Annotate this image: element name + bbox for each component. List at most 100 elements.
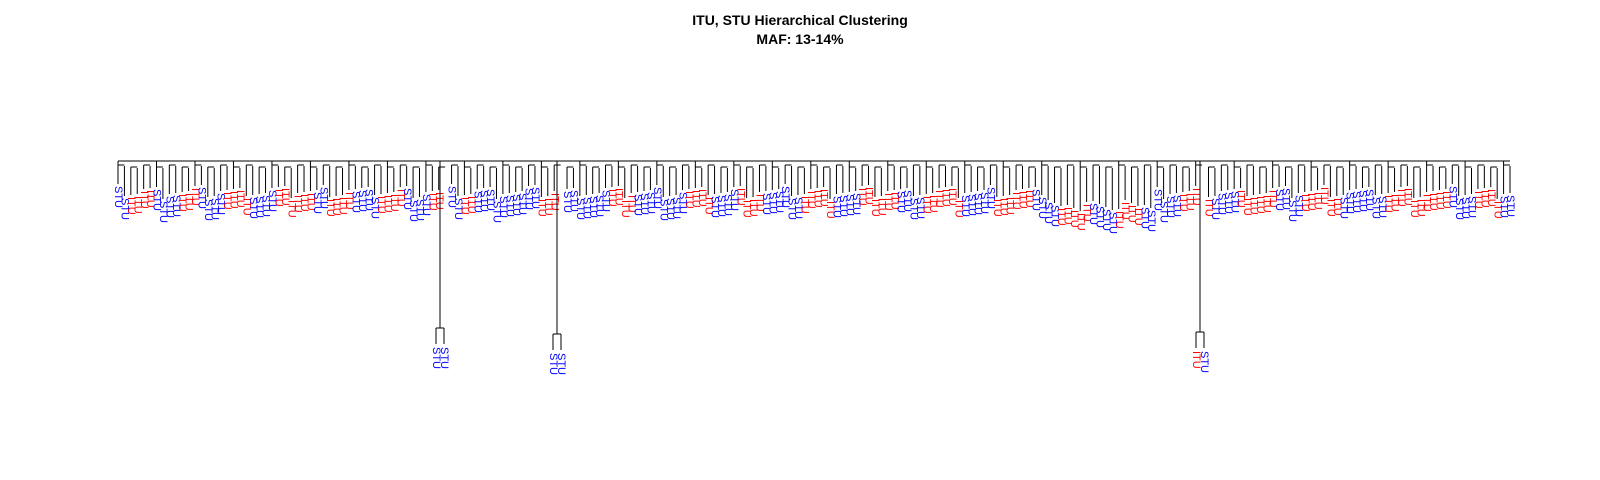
leaf-label: STU: [1222, 192, 1234, 214]
leaf-label: ITU: [465, 196, 477, 214]
leaf-label: ITU: [1389, 194, 1401, 212]
leaf-label: STU: [555, 353, 567, 375]
leaf-label: ITU: [1113, 211, 1125, 229]
leaf-label: ITU: [292, 195, 304, 213]
leaf-label: STU: [972, 193, 984, 215]
leaf-label: ITU: [946, 188, 958, 206]
leaf-label: STU: [401, 188, 413, 210]
leaf-label: ITU: [991, 199, 1003, 217]
leaf-label: ITU: [1004, 197, 1016, 215]
leaf-label: STU: [215, 193, 227, 215]
leaf-label: ITU: [433, 192, 445, 210]
leaf-label: ITU: [337, 197, 349, 215]
leaf-label: ITU: [382, 195, 394, 213]
leaf-label: ITU: [863, 187, 875, 205]
leaf-label: STU: [547, 353, 559, 375]
leaf-label: STU: [163, 196, 175, 218]
leaf-label: ITU: [798, 196, 810, 214]
leaf-label: ITU: [305, 193, 317, 211]
leaf-label: STU: [438, 347, 450, 369]
leaf-label: STU: [1029, 189, 1041, 211]
leaf-label: STU: [766, 192, 778, 214]
leaf-label: STU: [568, 190, 580, 212]
leaf-label: STU: [908, 198, 920, 220]
leaf-label: STU: [657, 199, 669, 221]
leaf-label: ITU: [144, 190, 156, 208]
leaf-label: STU: [1158, 201, 1170, 223]
leaf-label: STU: [1145, 210, 1157, 232]
leaf-label: ITU: [1023, 190, 1035, 208]
leaf-label: ITU: [1119, 202, 1131, 220]
leaf-label: STU: [895, 191, 907, 213]
leaf-label: STU: [831, 196, 843, 218]
leaf-label: STU: [1498, 196, 1510, 218]
leaf-label: STU: [651, 187, 663, 209]
leaf-label: STU: [587, 196, 599, 218]
leaf-label: STU: [1106, 212, 1118, 234]
leaf-label: STU: [670, 197, 682, 219]
leaf-label: STU: [452, 198, 464, 220]
leaf-label: STU: [1049, 205, 1061, 227]
leaf-label: STU: [914, 197, 926, 219]
leaf-label: ITU: [272, 189, 284, 207]
leaf-label: STU: [779, 186, 791, 208]
leaf-label: ITU: [1177, 194, 1189, 212]
leaf-label: ITU: [805, 191, 817, 209]
leaf-label: STU: [709, 196, 721, 218]
leaf-label: ITU: [176, 194, 188, 212]
leaf-label: STU: [523, 188, 535, 210]
leaf-label: STU: [1357, 190, 1369, 212]
leaf-label: ITU: [1401, 188, 1413, 206]
leaf-label: STU: [170, 195, 182, 217]
leaf-label: ITU: [1427, 193, 1439, 211]
leaf-label: ITU: [612, 188, 624, 206]
leaf-label: ITU: [1235, 190, 1247, 208]
leaf-label: STU: [369, 197, 381, 219]
chart-title: ITU, STU Hierarchical Clustering: [692, 12, 908, 28]
leaf-label: STU: [593, 195, 605, 217]
leaf-label: ITU: [696, 189, 708, 207]
leaf-label: STU: [984, 187, 996, 209]
leaf-label: ITU: [1408, 200, 1420, 218]
leaf-label: ITU: [933, 190, 945, 208]
leaf-label: ITU: [856, 188, 868, 206]
leaf-label: STU: [317, 187, 329, 209]
leaf-label: STU: [247, 197, 259, 219]
leaf-label: ITU: [1068, 210, 1080, 228]
leaf-label: STU: [497, 196, 509, 218]
leaf-label: STU: [471, 191, 483, 213]
leaf-label: ITU: [683, 191, 695, 209]
leaf-label: STU: [1042, 202, 1054, 224]
leaf-label: ITU: [747, 199, 759, 217]
leaf-label: STU: [1369, 197, 1381, 219]
leaf-label: STU: [632, 194, 644, 216]
leaf-label: STU: [491, 201, 503, 223]
chart-subtitle: MAF: 13-14%: [756, 31, 844, 47]
leaf-label: ITU: [1190, 188, 1202, 206]
leaf-label: ITU: [298, 194, 310, 212]
leaf-label: ITU: [689, 190, 701, 208]
leaf-label: ITU: [952, 200, 964, 218]
leaf-label: ITU: [458, 197, 470, 215]
leaf-label: ITU: [1055, 208, 1067, 226]
leaf-label: STU: [721, 194, 733, 216]
leaf-label: ITU: [811, 190, 823, 208]
leaf-label: ITU: [375, 196, 387, 214]
leaf-label: ITU: [997, 198, 1009, 216]
leaf-label: STU: [1273, 189, 1285, 211]
leaf-label: ITU: [189, 188, 201, 206]
leaf-label: ITU: [754, 194, 766, 212]
leaf-label: ITU: [1248, 197, 1260, 215]
leaf-label: ITU: [240, 198, 252, 216]
leaf-label: ITU: [1485, 189, 1497, 207]
leaf-label: ITU: [1081, 204, 1093, 222]
leaf-label: STU: [420, 194, 432, 216]
leaf-label: STU: [516, 193, 528, 215]
leaf-label: STU: [208, 198, 220, 220]
leaf-label: STU: [407, 200, 419, 222]
leaf-label: STU: [901, 190, 913, 212]
leaf-label: ITU: [927, 195, 939, 213]
leaf-label: ITU: [606, 189, 618, 207]
leaf-label: STU: [1100, 209, 1112, 231]
